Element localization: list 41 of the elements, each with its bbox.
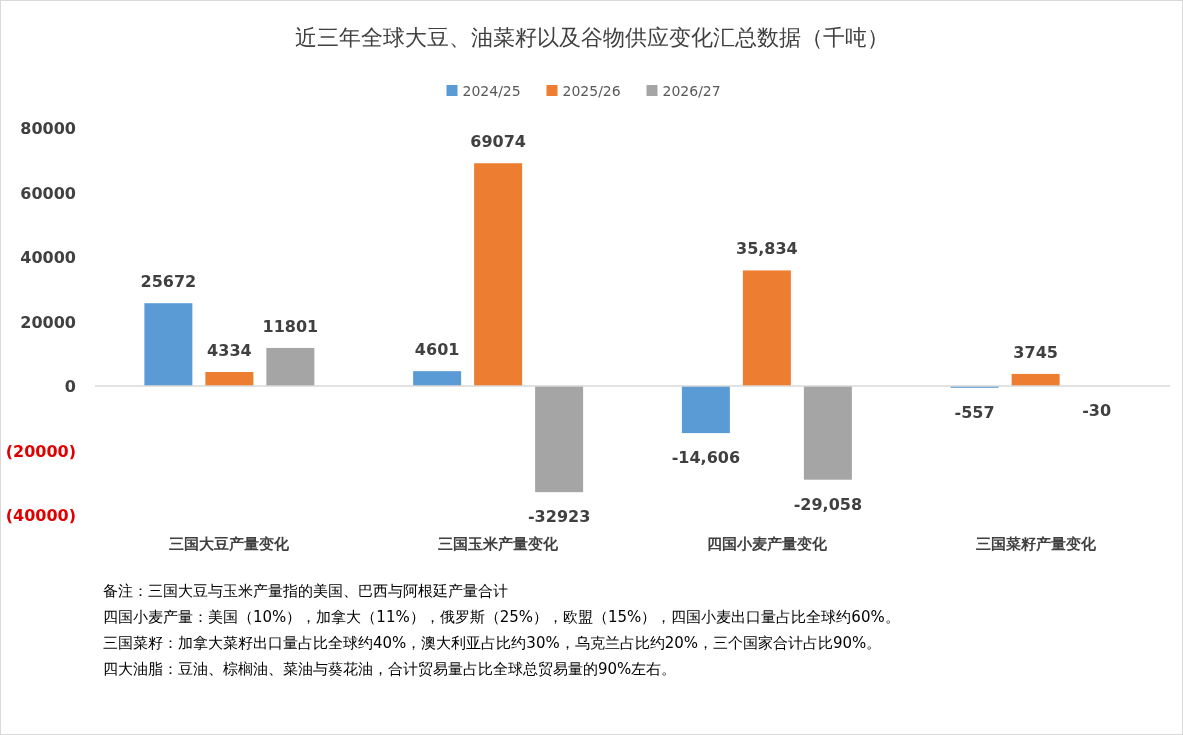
bar [535, 386, 584, 493]
data-label: -557 [954, 402, 995, 422]
y-tick-label: 0 [64, 377, 76, 396]
legend-label: 2024/25 [462, 83, 521, 99]
text: 三国菜籽：加拿大菜籽出口量占比全球约40%，澳大利亚占比约30%，乌克兰占比约20%，三个国家合计占比90%。 [103, 634, 882, 652]
legend-label: 2025/26 [562, 83, 621, 99]
data-label: 69074 [470, 132, 526, 152]
bar [144, 303, 193, 386]
bar [742, 270, 791, 386]
data-label: 4601 [414, 340, 460, 360]
bar [1011, 373, 1060, 386]
x-tick-label: 三国菜籽产量变化 [975, 535, 1097, 553]
data-label: -14,606 [671, 448, 741, 468]
data-label: -32923 [527, 507, 591, 527]
data-label: 4334 [207, 341, 252, 361]
y-tick-label: 20000 [20, 312, 76, 332]
data-label: 11801 [262, 316, 319, 336]
text: 备注：三国大豆与玉米产量指的美国、巴西与阿根廷产量合计 [103, 582, 508, 600]
bar [266, 347, 315, 386]
bar [803, 386, 852, 480]
bar [413, 371, 462, 386]
y-tick-label: 80000 [20, 119, 76, 138]
chart-title: 近三年全球大豆、油菜籽以及谷物供应变化汇总数据（千吨） [294, 25, 889, 50]
x-tick-label: 四国小麦产量变化 [706, 535, 828, 553]
data-label: 3745 [1013, 342, 1058, 362]
legend-label: 2026/27 [662, 83, 721, 99]
data-label: 25672 [140, 272, 197, 292]
x-tick-label: 三国玉米产量变化 [438, 535, 560, 553]
bar [205, 372, 254, 386]
text: 四国小麦产量：美国（10%），加拿大（11%），俄罗斯（25%），欧盟（15%），四国小麦出口量占比全球约60%。 [103, 608, 900, 626]
bar [681, 386, 730, 434]
data-label: 35,834 [736, 239, 798, 259]
data-label: -29,058 [793, 494, 863, 514]
y-tick-label: 40000 [20, 248, 76, 267]
y-tick-label: 60000 [20, 183, 76, 203]
text: 四大油脂：豆油、棕榈油、菜油与葵花油，合计贸易量占比全球总贸易量的90%左右。 [103, 660, 677, 678]
y-tick-label: (40000) [5, 506, 76, 525]
y-tick-label: (20000) [5, 441, 76, 461]
x-tick-label: 三国大豆产量变化 [169, 535, 291, 553]
bar [474, 163, 523, 386]
data-label: -30 [1082, 401, 1112, 421]
